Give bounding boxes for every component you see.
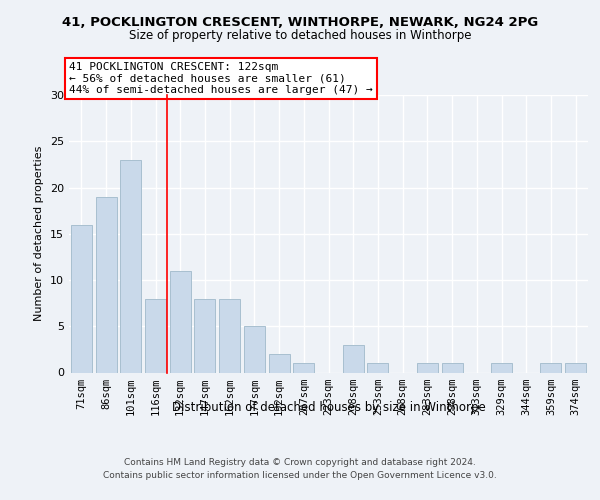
- Text: 41, POCKLINGTON CRESCENT, WINTHORPE, NEWARK, NG24 2PG: 41, POCKLINGTON CRESCENT, WINTHORPE, NEW…: [62, 16, 538, 29]
- Bar: [95, 196, 116, 372]
- Bar: [170, 271, 191, 372]
- Text: Size of property relative to detached houses in Winthorpe: Size of property relative to detached ho…: [129, 30, 471, 43]
- Bar: [219, 298, 240, 372]
- Bar: [269, 354, 290, 372]
- Bar: [293, 363, 314, 372]
- Bar: [541, 363, 562, 372]
- Bar: [244, 326, 265, 372]
- Bar: [367, 363, 388, 372]
- Text: 41 POCKLINGTON CRESCENT: 122sqm
← 56% of detached houses are smaller (61)
44% of: 41 POCKLINGTON CRESCENT: 122sqm ← 56% of…: [69, 62, 373, 95]
- Bar: [71, 224, 92, 372]
- Bar: [145, 298, 166, 372]
- Y-axis label: Number of detached properties: Number of detached properties: [34, 146, 44, 322]
- Bar: [491, 363, 512, 372]
- Bar: [194, 298, 215, 372]
- Bar: [565, 363, 586, 372]
- Bar: [343, 345, 364, 372]
- Bar: [120, 160, 141, 372]
- Bar: [417, 363, 438, 372]
- Bar: [442, 363, 463, 372]
- Text: Contains HM Land Registry data © Crown copyright and database right 2024.: Contains HM Land Registry data © Crown c…: [124, 458, 476, 467]
- Text: Distribution of detached houses by size in Winthorpe: Distribution of detached houses by size …: [172, 401, 485, 414]
- Text: Contains public sector information licensed under the Open Government Licence v3: Contains public sector information licen…: [103, 472, 497, 480]
